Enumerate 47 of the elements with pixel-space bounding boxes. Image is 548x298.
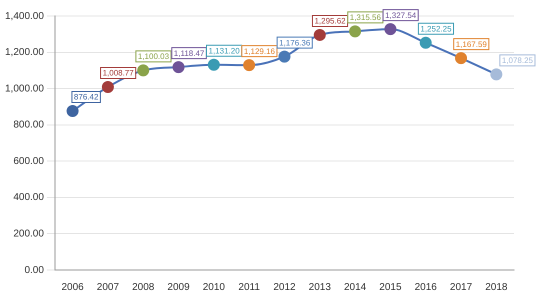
x-tick-label: 2012 [273, 282, 296, 293]
y-tick-label: 800.00 [13, 120, 44, 131]
x-tick-label: 2006 [61, 282, 84, 293]
data-label: 1,167.59 [456, 40, 488, 49]
point [278, 50, 290, 63]
y-tick-label: 600.00 [13, 156, 44, 167]
data-label: 1,129.16 [244, 46, 276, 56]
x-tick-label: 2018 [485, 282, 508, 293]
x-tick-label: 2011 [238, 282, 260, 293]
point [66, 104, 79, 117]
data-label: 1,315.56 [350, 13, 382, 22]
data-label: 1,008.77 [102, 68, 134, 78]
point [420, 36, 432, 49]
point [314, 28, 326, 41]
data-label: 1,100.03 [138, 52, 170, 62]
data-label: 1,252.25 [420, 24, 452, 34]
x-tick-label: 2017 [450, 282, 473, 293]
point [137, 64, 150, 76]
data-label: 1,078.25 [502, 56, 534, 66]
x-tick-label: 2013 [308, 282, 332, 293]
y-tick-label: 200.00 [13, 228, 44, 240]
data-label: 1,295.62 [314, 16, 346, 26]
x-tick-label: 2014 [344, 282, 367, 293]
point [243, 59, 256, 72]
x-tick-label: 2009 [167, 282, 190, 293]
point [102, 80, 114, 93]
point [455, 52, 468, 64]
y-tick-label: 0.00 [24, 264, 44, 276]
point [384, 23, 396, 36]
x-tick-label: 2015 [379, 282, 402, 293]
point [172, 61, 185, 74]
x-tick-label: 2008 [132, 282, 155, 293]
y-tick-label: 1,000.00 [4, 83, 44, 94]
point [208, 58, 220, 71]
data-label: 1,176.36 [279, 38, 311, 48]
data-label: 1,118.47 [174, 48, 205, 58]
y-tick-label: 1,200.00 [4, 47, 44, 58]
x-tick-label: 2016 [414, 282, 438, 293]
x-tick-label: 2007 [96, 282, 120, 293]
data-label: 1,327.54 [385, 10, 417, 20]
data-label: 876.42 [74, 92, 99, 102]
data-label: 1,131.20 [208, 46, 240, 56]
point [490, 68, 502, 80]
point [349, 25, 362, 38]
y-tick-label: 400.00 [13, 192, 44, 204]
x-tick-label: 2010 [202, 282, 226, 293]
y-tick-label: 1,400.00 [4, 10, 44, 22]
